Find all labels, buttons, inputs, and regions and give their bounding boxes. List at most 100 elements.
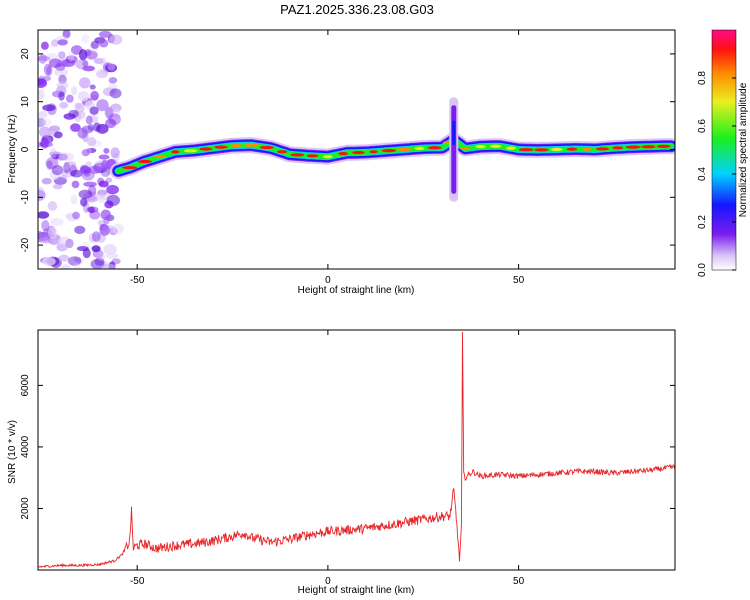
noise-cell bbox=[61, 152, 74, 162]
noise-cell bbox=[72, 263, 81, 269]
noise-cell bbox=[41, 177, 52, 185]
noise-cell bbox=[83, 181, 97, 187]
noise-cell bbox=[63, 161, 71, 174]
noise-cell bbox=[88, 184, 97, 197]
noise-cell bbox=[76, 258, 84, 264]
noise-cell bbox=[38, 78, 48, 88]
noise-cell bbox=[81, 34, 90, 44]
ridge-peak bbox=[171, 150, 180, 154]
noise-cell bbox=[101, 159, 109, 172]
noise-cell bbox=[58, 254, 70, 262]
spectrogram-cells bbox=[38, 30, 675, 269]
noise-cell bbox=[100, 69, 109, 76]
noise-cell bbox=[88, 232, 97, 243]
colorbar-gradient bbox=[712, 30, 736, 270]
noise-cell bbox=[41, 220, 50, 232]
noise-cell bbox=[96, 69, 109, 79]
noise-cell bbox=[93, 58, 104, 65]
noise-cell bbox=[47, 226, 58, 239]
ridge-peak bbox=[656, 144, 671, 148]
noise-cell bbox=[79, 165, 91, 174]
y-tick-label: 6000 bbox=[20, 374, 31, 397]
noise-cell bbox=[113, 108, 121, 120]
noise-cell bbox=[56, 242, 68, 252]
noise-cell bbox=[65, 238, 74, 249]
noise-cell bbox=[53, 131, 63, 139]
colorbar-tick-label: 0.4 bbox=[697, 167, 708, 181]
noise-cell bbox=[98, 154, 110, 160]
colorbar-label: Normalized spectral amplitude bbox=[738, 82, 749, 217]
noise-cell bbox=[58, 74, 67, 84]
noise-cell bbox=[38, 237, 51, 243]
noise-cell bbox=[42, 257, 56, 266]
y-tick-label: 10 bbox=[20, 96, 31, 108]
snr-panel: -50 0 50 2000 4000 6000 Height of straight l… bbox=[7, 329, 676, 596]
noise-cell bbox=[94, 257, 105, 266]
ridge-peak bbox=[243, 143, 260, 147]
noise-cell bbox=[99, 57, 107, 66]
noise-cell bbox=[61, 59, 76, 68]
noise-cell bbox=[105, 107, 114, 120]
noise-cell bbox=[98, 180, 109, 188]
noise-cell bbox=[89, 84, 96, 90]
noise-cell bbox=[77, 91, 90, 102]
noise-cell bbox=[100, 209, 112, 221]
noise-cell bbox=[108, 77, 118, 84]
noise-cell bbox=[46, 160, 53, 171]
ridge-peak bbox=[582, 147, 592, 151]
y-tick-label: 0 bbox=[20, 146, 31, 152]
noise-cell bbox=[68, 109, 79, 118]
noise-cell bbox=[65, 94, 74, 103]
noise-cell bbox=[99, 189, 106, 198]
snr-plot-area bbox=[38, 331, 675, 569]
ridge-peak bbox=[199, 147, 213, 151]
noise-cell bbox=[85, 115, 93, 125]
ridge-peak bbox=[369, 150, 378, 154]
noise-cell bbox=[71, 86, 78, 96]
y-tick-label: -10 bbox=[20, 190, 31, 205]
noise-cell bbox=[48, 58, 63, 69]
ridge-peak bbox=[121, 166, 138, 170]
noise-cell bbox=[82, 60, 89, 67]
spectrogram-x-label: Height of straight line (km) bbox=[298, 285, 415, 296]
noise-cell bbox=[78, 77, 91, 89]
ridge-peak bbox=[230, 143, 243, 148]
noise-cell bbox=[78, 189, 93, 199]
noise-cell bbox=[40, 41, 49, 50]
noise-cell bbox=[70, 123, 81, 132]
noise-cell bbox=[99, 224, 110, 236]
noise-cell bbox=[49, 151, 62, 157]
snr-frame bbox=[37, 329, 676, 571]
noise-cell bbox=[107, 63, 116, 71]
noise-cell bbox=[88, 165, 102, 174]
noise-cell bbox=[65, 213, 72, 219]
noise-cell bbox=[56, 81, 69, 90]
y-tick-label: -20 bbox=[20, 237, 31, 252]
y-tick-label: 2000 bbox=[20, 497, 31, 520]
ridge-peak bbox=[214, 145, 228, 149]
noise-cell bbox=[78, 49, 88, 61]
x-tick-label: 50 bbox=[513, 275, 525, 286]
noise-cell bbox=[74, 225, 86, 235]
noise-cell bbox=[43, 63, 52, 76]
noise-cell bbox=[38, 75, 45, 86]
noise-cell bbox=[50, 218, 64, 226]
noise-cell bbox=[72, 211, 80, 220]
noise-cell bbox=[81, 149, 90, 157]
spectrogram-x-ticks: -50 0 50 bbox=[130, 30, 525, 286]
noise-cell bbox=[67, 256, 82, 266]
noise-cell bbox=[54, 63, 66, 71]
ridge-peak bbox=[550, 147, 563, 152]
noise-cell bbox=[90, 90, 99, 101]
noise-cell bbox=[38, 53, 47, 64]
snr-series-line bbox=[38, 331, 675, 569]
ridge-peak bbox=[566, 147, 578, 151]
noise-cell bbox=[105, 118, 117, 129]
colorbar-tick-label: 0.6 bbox=[697, 119, 708, 133]
noise-cell bbox=[67, 50, 75, 62]
colorbar-tick-label: 0.8 bbox=[697, 71, 708, 85]
noise-cell bbox=[109, 34, 123, 45]
x-tick-label: 0 bbox=[325, 576, 331, 587]
noise-cell bbox=[109, 88, 122, 99]
